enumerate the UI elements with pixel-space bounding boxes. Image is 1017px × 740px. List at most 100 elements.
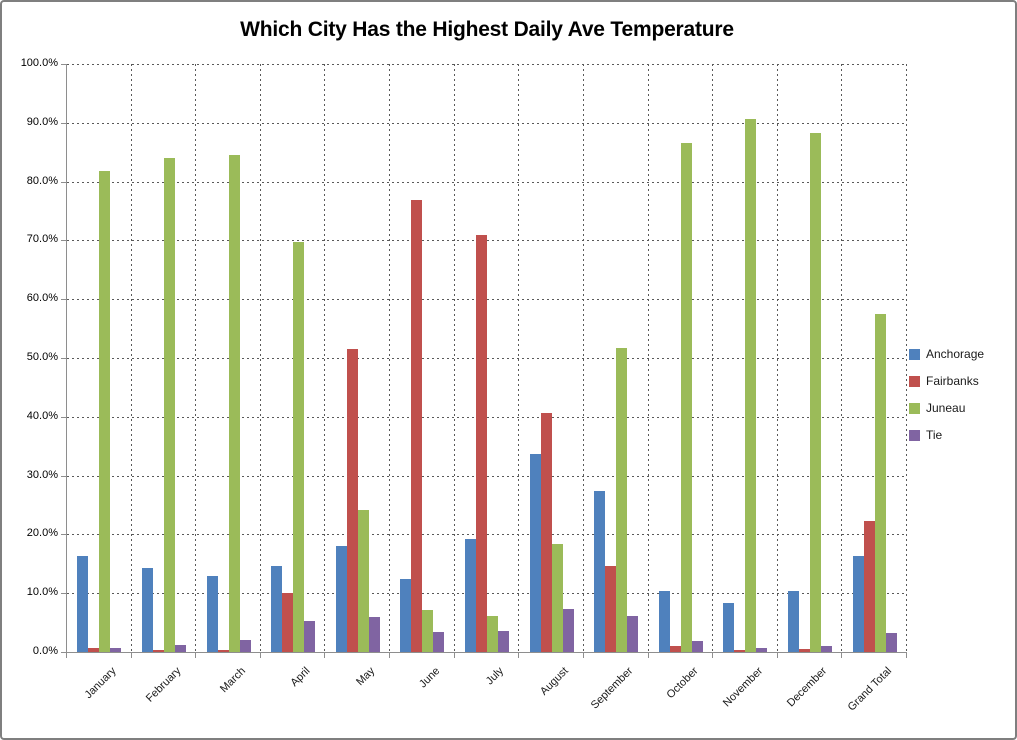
x-tick-mark — [259, 653, 261, 658]
y-axis-tick-label: 40.0% — [26, 409, 58, 422]
bar-juneau — [810, 133, 822, 652]
y-gridline — [67, 534, 907, 536]
bar-fairbanks — [476, 235, 487, 652]
legend-item-tie: Tie — [909, 428, 984, 442]
legend-swatch-icon — [909, 348, 920, 360]
bar-tie — [110, 647, 122, 652]
x-axis-category-label: September — [589, 665, 636, 712]
x-axis-category-label: March — [217, 665, 249, 696]
x-gridline — [712, 64, 714, 652]
bar-anchorage — [335, 545, 347, 652]
x-gridline — [518, 64, 520, 652]
bar-anchorage — [400, 579, 412, 652]
bar-tie — [756, 647, 768, 652]
legend-label: Anchorage — [926, 347, 985, 361]
y-axis-tick-label: 50.0% — [26, 351, 58, 363]
x-axis-category-label: February — [143, 665, 184, 705]
bar-anchorage — [723, 603, 735, 652]
y-tick-mark — [61, 358, 66, 359]
chart-title: Which City Has the Highest Daily Ave Tem… — [240, 18, 734, 41]
legend-label: Fairbanks — [926, 374, 979, 388]
x-gridline — [582, 64, 584, 652]
bar-anchorage — [529, 454, 541, 652]
bar-anchorage — [594, 491, 606, 652]
bar-juneau — [680, 142, 692, 652]
bar-tie — [174, 644, 186, 652]
bar-juneau — [874, 313, 886, 652]
x-axis-category-label: August — [538, 665, 572, 698]
plot-area — [66, 64, 907, 653]
y-tick-mark — [61, 122, 66, 124]
bar-fairbanks — [88, 647, 100, 652]
y-gridline — [67, 475, 907, 477]
bar-tie — [885, 632, 897, 652]
bar-juneau — [422, 609, 434, 652]
y-gridline — [67, 240, 907, 242]
x-gridline — [259, 64, 261, 652]
bar-anchorage — [788, 590, 800, 652]
x-axis-category-label: April — [288, 665, 313, 690]
bar-tie — [691, 641, 703, 652]
x-gridline — [130, 64, 132, 652]
legend: Anchorage Fairbanks Juneau Tie — [909, 347, 984, 455]
x-axis-category-label: October — [664, 665, 701, 702]
x-tick-mark — [324, 653, 326, 658]
y-tick-mark — [61, 416, 66, 418]
bar-fairbanks — [863, 520, 875, 652]
bar-juneau — [293, 241, 305, 652]
bar-tie — [304, 620, 316, 652]
x-gridline — [324, 64, 326, 652]
y-gridline — [67, 593, 907, 595]
y-axis-tick-label: 60.0% — [26, 292, 58, 305]
y-gridline — [67, 416, 907, 418]
bar-tie — [821, 646, 833, 652]
y-tick-mark — [61, 240, 66, 242]
x-axis-category-label: January — [82, 665, 119, 702]
y-tick-mark — [61, 652, 66, 653]
x-gridline — [841, 64, 843, 652]
bar-anchorage — [141, 567, 153, 652]
bar-juneau — [357, 510, 369, 652]
legend-item-anchorage: Anchorage — [909, 347, 984, 361]
y-tick-mark — [61, 181, 66, 183]
x-tick-mark — [453, 653, 455, 658]
x-tick-mark — [66, 653, 67, 658]
bar-juneau — [99, 171, 111, 652]
bar-fairbanks — [540, 413, 552, 652]
bar-tie — [433, 632, 445, 652]
y-gridline — [67, 181, 907, 183]
x-tick-mark — [906, 653, 907, 658]
y-axis-tick-label: 100.0% — [20, 57, 58, 69]
y-axis-tick-label: 20.0% — [26, 527, 58, 540]
x-tick-mark — [195, 653, 197, 658]
y-axis-tick-label: 10.0% — [26, 586, 58, 599]
bar-tie — [627, 615, 639, 652]
bar-tie — [239, 640, 251, 652]
bar-fairbanks — [734, 650, 746, 652]
x-gridline — [647, 64, 649, 652]
legend-label: Juneau — [926, 401, 966, 415]
bar-juneau — [551, 544, 563, 652]
x-axis-category-label: November — [720, 665, 765, 710]
bar-fairbanks — [217, 650, 229, 652]
y-tick-mark — [61, 475, 66, 477]
bar-fairbanks — [152, 649, 164, 652]
y-tick-mark — [61, 593, 66, 595]
y-axis-tick-label: 0.0% — [32, 645, 58, 657]
legend-item-fairbanks: Fairbanks — [909, 374, 984, 388]
x-axis-category-label: May — [354, 665, 378, 689]
x-tick-mark — [389, 653, 391, 658]
y-gridline — [67, 299, 907, 301]
y-axis-tick-label: 30.0% — [26, 468, 58, 481]
y-gridline — [67, 358, 907, 359]
x-tick-mark — [130, 653, 132, 658]
bar-fairbanks — [799, 649, 811, 652]
bar-fairbanks — [282, 592, 294, 652]
x-gridline — [195, 64, 197, 652]
x-axis-category-label: June — [416, 665, 442, 691]
x-tick-mark — [647, 653, 649, 658]
legend-item-juneau: Juneau — [909, 401, 984, 415]
x-tick-mark — [518, 653, 520, 658]
x-tick-mark — [841, 653, 843, 658]
